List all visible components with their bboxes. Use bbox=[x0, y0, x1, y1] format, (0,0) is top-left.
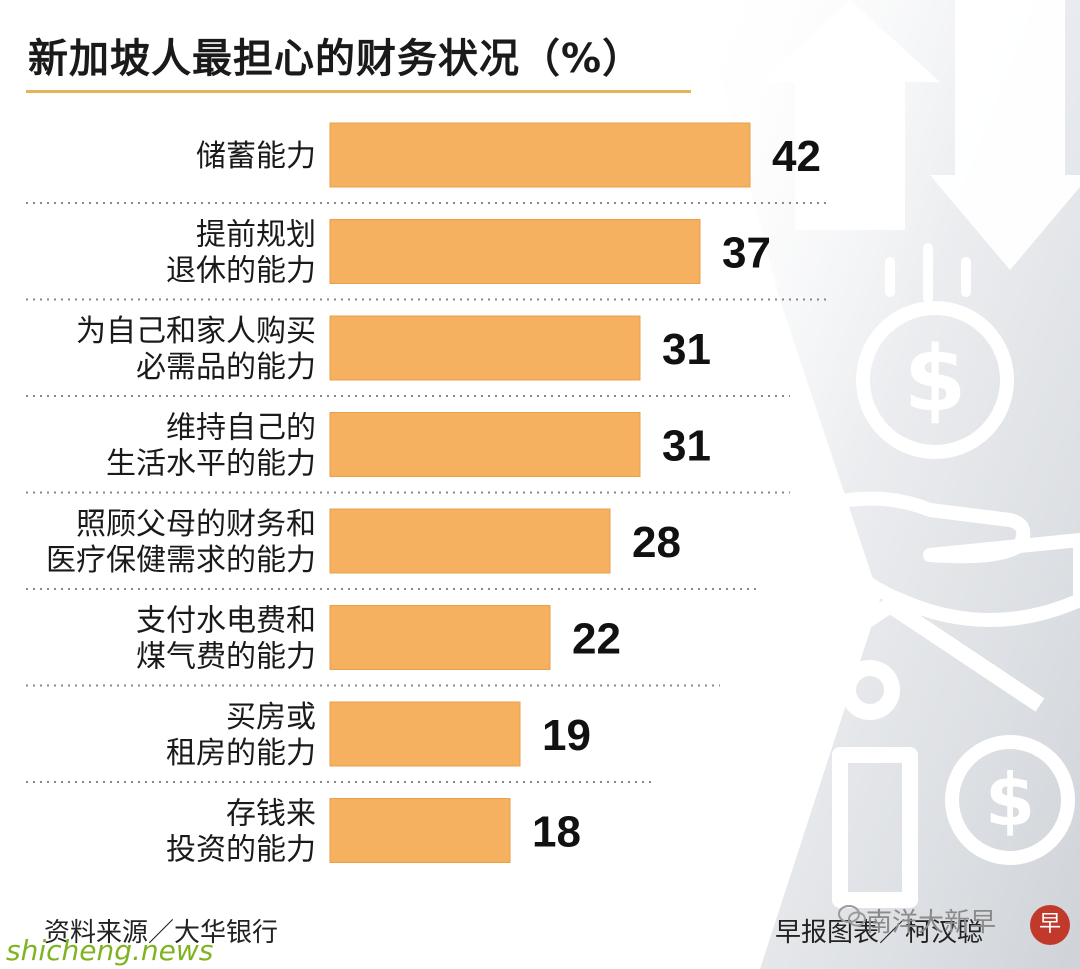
title-underline bbox=[26, 90, 691, 93]
category-label: 储蓄能力 bbox=[196, 139, 316, 174]
graphic-credit: 早报图表／柯汉聪 bbox=[775, 918, 984, 948]
category-label: 退休的能力 bbox=[166, 254, 316, 289]
source-note: 资料来源／大华银行 bbox=[44, 918, 279, 948]
bar bbox=[329, 219, 701, 284]
background-gradient-panel bbox=[700, 0, 1080, 969]
bar-value-label: 31 bbox=[662, 422, 711, 471]
category-label: 为自己和家人购买 bbox=[76, 314, 316, 349]
category-label: 租房的能力 bbox=[166, 736, 316, 771]
bar-value-label: 18 bbox=[532, 808, 581, 857]
category-label: 煤气费的能力 bbox=[136, 640, 316, 675]
category-label: 提前规划 bbox=[196, 218, 316, 253]
svg-text:$: $ bbox=[985, 758, 1035, 842]
bar-value-label: 37 bbox=[722, 229, 771, 278]
chart-title: 新加坡人最担心的财务状况（%） bbox=[28, 36, 644, 82]
category-label: 必需品的能力 bbox=[136, 350, 316, 385]
newspaper-logo-badge: 早 bbox=[1030, 905, 1070, 945]
bar-value-label: 31 bbox=[662, 325, 711, 374]
category-label: 投资的能力 bbox=[166, 833, 316, 868]
bar bbox=[329, 701, 521, 767]
dollar-coin-icon: $ bbox=[856, 301, 1014, 459]
house-icon bbox=[735, 597, 1045, 908]
dollar-coin-small-icon: $ bbox=[945, 735, 1075, 865]
bar-value-label: 28 bbox=[632, 518, 681, 567]
bar-value-label: 22 bbox=[572, 615, 621, 664]
svg-text:$: $ bbox=[904, 327, 967, 432]
motion-lines-icon bbox=[885, 243, 971, 303]
category-label: 存钱来 bbox=[226, 797, 316, 832]
category-label: 支付水电费和 bbox=[136, 604, 316, 639]
bar-value-label: 19 bbox=[542, 711, 591, 760]
bar bbox=[329, 605, 551, 670]
bar-value-label: 42 bbox=[772, 132, 821, 181]
bar bbox=[329, 412, 641, 477]
category-label: 买房或 bbox=[226, 700, 316, 735]
bar bbox=[329, 798, 511, 863]
category-label: 医疗保健需求的能力 bbox=[46, 543, 316, 578]
category-label: 维持自己的 bbox=[166, 411, 316, 446]
category-label: 照顾父母的财务和 bbox=[76, 507, 316, 542]
bar bbox=[329, 508, 611, 574]
up-arrow-icon bbox=[760, 0, 940, 230]
wechat-icon bbox=[838, 905, 866, 927]
down-arrow-icon bbox=[930, 0, 1080, 270]
bar bbox=[329, 122, 751, 188]
category-label: 生活水平的能力 bbox=[106, 447, 316, 482]
bar bbox=[329, 315, 641, 381]
hand-icon bbox=[808, 491, 1080, 627]
site-watermark: shicheng.news bbox=[6, 934, 214, 967]
account-watermark: 南洋大新早 bbox=[866, 908, 997, 938]
